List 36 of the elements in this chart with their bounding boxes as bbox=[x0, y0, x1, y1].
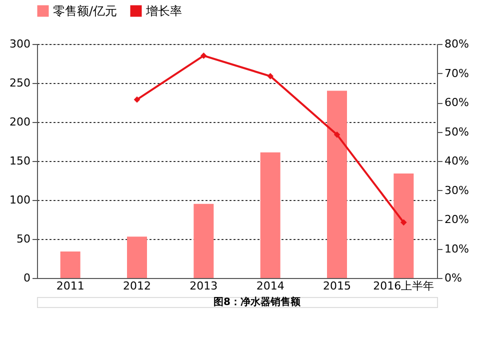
y-tick-label: 50 bbox=[16, 232, 30, 246]
y2-tick-label: 40% bbox=[444, 154, 469, 168]
x-tick-label: 2016上半年 bbox=[373, 280, 434, 292]
bar bbox=[127, 236, 147, 278]
y2-tick-label: 30% bbox=[444, 184, 469, 197]
bar bbox=[260, 152, 280, 278]
point bbox=[334, 132, 340, 138]
legend-label: 增长率 bbox=[145, 4, 182, 18]
bar bbox=[394, 173, 414, 278]
x-tick-label: 2011 bbox=[56, 280, 84, 292]
y-tick-label: 200 bbox=[10, 116, 30, 128]
y2-tick-label: 20% bbox=[444, 213, 469, 226]
y-tick-label: 150 bbox=[10, 154, 30, 168]
y2-tick-label: 0% bbox=[444, 272, 462, 284]
caption: 图8：净水器销售额 bbox=[214, 296, 302, 308]
x-tick-label: 2014 bbox=[256, 280, 284, 292]
x-tick-label: 2012 bbox=[123, 280, 151, 292]
y2-tick-label: 70% bbox=[444, 66, 469, 80]
bar bbox=[194, 204, 214, 278]
x-tick-label: 2015 bbox=[323, 280, 351, 292]
y2-tick-label: 10% bbox=[444, 242, 469, 256]
point bbox=[267, 73, 274, 80]
y-tick-label: 250 bbox=[10, 76, 30, 90]
bar bbox=[327, 90, 347, 278]
y2-tick-label: 50% bbox=[444, 125, 469, 138]
y2-tick-label: 80% bbox=[444, 38, 469, 50]
legend-label: 零售额/亿元 bbox=[53, 4, 118, 18]
point bbox=[134, 96, 140, 103]
y-tick-label: 300 bbox=[10, 38, 30, 50]
y-tick-label: 100 bbox=[10, 194, 30, 206]
bar bbox=[60, 251, 80, 278]
point bbox=[400, 219, 407, 226]
point bbox=[200, 52, 207, 59]
x-tick-label: 2013 bbox=[190, 280, 218, 292]
y2-tick-label: 60% bbox=[444, 96, 469, 109]
y-tick-label: 0 bbox=[24, 272, 30, 284]
